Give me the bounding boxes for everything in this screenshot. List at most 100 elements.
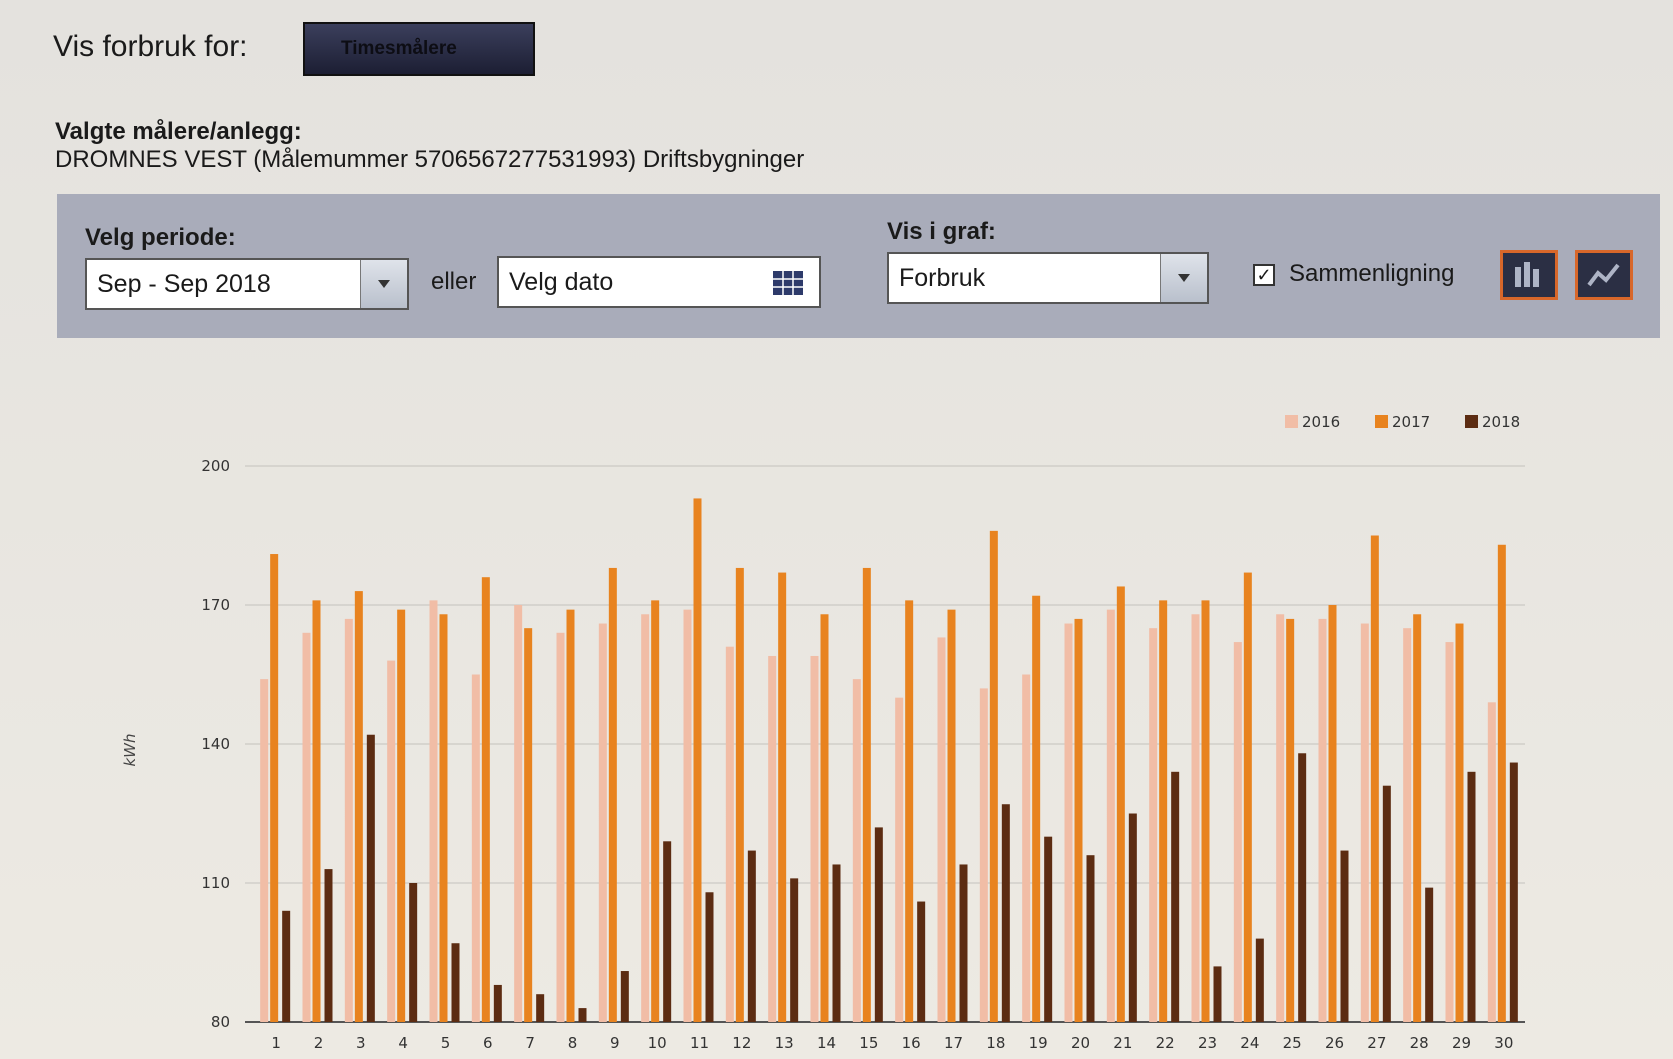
bar	[833, 864, 841, 1022]
meter-text: DROMNES VEST (Målemummer 570656727753199…	[55, 146, 804, 174]
bar	[1403, 628, 1411, 1022]
x-tick-label: 14	[817, 1034, 836, 1052]
bar	[875, 827, 883, 1022]
graph-select[interactable]: Forbruk	[887, 252, 1209, 304]
bar	[1298, 753, 1306, 1022]
bar	[303, 633, 311, 1022]
graph-label: Vis i graf:	[887, 218, 996, 246]
bar	[1202, 600, 1210, 1022]
bar	[726, 647, 734, 1022]
bar	[1032, 596, 1040, 1022]
legend-label: 2016	[1302, 413, 1340, 431]
bar	[621, 971, 629, 1022]
calendar-icon	[773, 271, 803, 295]
period-select[interactable]: Sep - Sep 2018	[85, 258, 409, 310]
bar	[1383, 786, 1391, 1022]
dropdown-text: Timesmålere	[341, 38, 457, 60]
line-icon	[1578, 253, 1630, 297]
x-tick-label: 29	[1452, 1034, 1471, 1052]
bar	[1256, 939, 1264, 1022]
x-tick-label: 20	[1071, 1034, 1090, 1052]
bar	[494, 985, 502, 1022]
bar	[1107, 610, 1115, 1022]
x-tick-label: 4	[398, 1034, 408, 1052]
graph-value: Forbruk	[899, 264, 985, 293]
x-tick-label: 28	[1410, 1034, 1429, 1052]
bar	[270, 554, 278, 1022]
x-tick-label: 18	[986, 1034, 1005, 1052]
period-value: Sep - Sep 2018	[97, 270, 271, 299]
date-input[interactable]: Velg dato	[497, 256, 821, 308]
bar	[960, 864, 968, 1022]
bar	[651, 600, 659, 1022]
bar	[514, 605, 522, 1022]
bar	[282, 911, 290, 1022]
bar	[345, 619, 353, 1022]
bar	[355, 591, 363, 1022]
compare-checkbox[interactable]: ✓	[1253, 264, 1275, 286]
bar	[905, 600, 913, 1022]
bar	[768, 656, 776, 1022]
bar	[706, 892, 714, 1022]
bar	[1159, 600, 1167, 1022]
period-label: Velg periode:	[85, 224, 236, 252]
x-tick-label: 2	[314, 1034, 324, 1052]
bar	[1244, 573, 1252, 1022]
bar	[1446, 642, 1454, 1022]
x-tick-label: 13	[775, 1034, 794, 1052]
x-tick-label: 15	[859, 1034, 878, 1052]
bar	[367, 735, 375, 1022]
bar	[472, 675, 480, 1023]
legend-label: 2018	[1482, 413, 1520, 431]
meter-type-dropdown[interactable]: Timesmålere	[303, 22, 535, 76]
bar	[641, 614, 649, 1022]
bar	[452, 943, 460, 1022]
bar	[790, 878, 798, 1022]
bar-chart-button[interactable]	[1500, 250, 1558, 300]
x-tick-label: 16	[902, 1034, 921, 1052]
bar	[397, 610, 405, 1022]
bar	[1488, 702, 1496, 1022]
bar	[1075, 619, 1083, 1022]
bar	[980, 688, 988, 1022]
bar	[1286, 619, 1294, 1022]
bar	[853, 679, 861, 1022]
x-tick-label: 27	[1367, 1034, 1386, 1052]
legend-swatch	[1375, 415, 1388, 428]
bar	[938, 637, 946, 1022]
bar	[917, 902, 925, 1022]
bar	[684, 610, 692, 1022]
bar	[1413, 614, 1421, 1022]
bar	[1044, 837, 1052, 1022]
legend-label: 2017	[1392, 413, 1430, 431]
legend-swatch	[1285, 415, 1298, 428]
x-tick-label: 11	[690, 1034, 709, 1052]
date-placeholder: Velg dato	[509, 268, 613, 297]
bar	[895, 698, 903, 1022]
bar	[1065, 624, 1073, 1022]
bar	[663, 841, 671, 1022]
bar	[1361, 624, 1369, 1022]
bar	[736, 568, 744, 1022]
bar	[409, 883, 417, 1022]
bar	[1171, 772, 1179, 1022]
bar	[579, 1008, 587, 1022]
bar	[1329, 605, 1337, 1022]
x-tick-label: 17	[944, 1034, 963, 1052]
y-tick-label: 170	[201, 596, 230, 614]
control-panel: Velg periode: Sep - Sep 2018 eller Velg …	[57, 194, 1660, 338]
x-tick-label: 6	[483, 1034, 493, 1052]
x-tick-label: 8	[568, 1034, 578, 1052]
line-chart-button[interactable]	[1575, 250, 1633, 300]
bar	[387, 661, 395, 1022]
x-tick-label: 21	[1113, 1034, 1132, 1052]
page: Vis forbruk for: Timesmålere Valgte måle…	[0, 0, 1673, 1059]
x-tick-label: 26	[1325, 1034, 1344, 1052]
bar	[1149, 628, 1157, 1022]
bar	[430, 600, 438, 1022]
bar	[694, 498, 702, 1022]
bar	[1341, 851, 1349, 1022]
bar	[1234, 642, 1242, 1022]
bar	[599, 624, 607, 1022]
